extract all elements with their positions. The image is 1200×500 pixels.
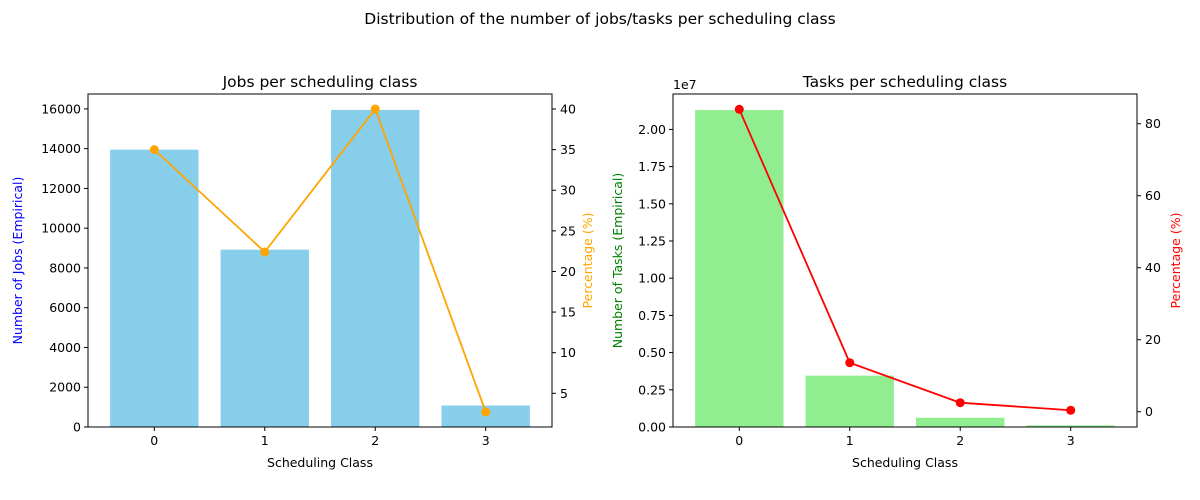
jobs-y-tick-label: 14000 <box>41 141 81 156</box>
tasks-y-tick-label: 2.00 <box>638 122 666 137</box>
jobs-percentage-point-0 <box>149 145 159 155</box>
jobs-x-axis-label: Scheduling Class <box>267 455 373 470</box>
jobs-bar-2 <box>331 109 420 427</box>
tasks-y-tick-label: 1.25 <box>638 234 666 249</box>
tasks-y-axis-label: Number of Tasks (Empirical) <box>610 173 625 349</box>
jobs-percentage-line <box>153 107 487 413</box>
jobs-x-tick-label: 3 <box>482 433 490 448</box>
tasks-y-tick-label: 0.75 <box>638 308 666 323</box>
jobs-y-tick-label: 10000 <box>41 221 81 236</box>
tasks-bar-1 <box>805 375 894 427</box>
tasks-y2-axis-label: Percentage (%) <box>1168 213 1183 309</box>
tasks-y-tick-label: 0.00 <box>638 420 666 435</box>
tasks-percentage-line <box>738 108 1071 412</box>
tasks-y2-tick-label: 60 <box>1145 188 1161 203</box>
tasks-y-tick-label: 0.50 <box>638 345 666 360</box>
jobs-x-tick-label: 0 <box>150 433 158 448</box>
jobs-y-axis-label: Number of Jobs (Empirical) <box>10 177 25 345</box>
jobs-y-tick-label: 6000 <box>49 300 81 315</box>
tasks-y-tick-label: 1.75 <box>638 159 666 174</box>
tasks-percentage-point-3 <box>1066 405 1076 415</box>
tasks-percentage-point-0 <box>734 104 744 114</box>
jobs-y2-tick-label: 35 <box>560 142 576 157</box>
tasks-y-tick-label: 1.00 <box>638 271 666 286</box>
jobs-axes-frame <box>87 93 553 428</box>
tasks-y2-tick-label: 20 <box>1145 332 1161 347</box>
jobs-y2-tick-label: 10 <box>560 345 576 360</box>
tasks-x-tick-label: 1 <box>846 433 854 448</box>
tasks-axes-frame <box>672 93 1138 428</box>
tasks-y2-tick-label: 80 <box>1145 116 1161 131</box>
tasks-chart-title: Tasks per scheduling class <box>802 73 1007 91</box>
jobs-x-tick-label: 2 <box>371 433 379 448</box>
jobs-y2-tick-label: 5 <box>560 386 568 401</box>
jobs-y-tick-label: 0 <box>73 420 81 435</box>
tasks-bar-2 <box>916 417 1005 427</box>
tasks-x-tick-label: 0 <box>735 433 743 448</box>
tasks-chart: Tasks per scheduling class 0 1 2 3 0.00 0.25 0.… <box>610 73 1183 470</box>
tasks-y-tick-label: 1.50 <box>638 196 666 211</box>
jobs-y-tick-label: 2000 <box>49 380 81 395</box>
jobs-y-tick-label: 4000 <box>49 340 81 355</box>
tasks-y2-tick-label: 0 <box>1145 404 1153 419</box>
figure-suptitle: Distribution of the number of jobs/tasks… <box>364 10 835 28</box>
tasks-y-tick-label: 0.25 <box>638 382 666 397</box>
tasks-y-offset-label: 1e7 <box>673 77 697 92</box>
jobs-x-tick-label: 1 <box>261 433 269 448</box>
jobs-y2-tick-label: 40 <box>560 102 576 117</box>
jobs-y2-axis-label: Percentage (%) <box>580 213 595 309</box>
jobs-percentage-point-3 <box>481 407 491 417</box>
jobs-bar-0 <box>110 149 199 428</box>
jobs-y-tick-label: 12000 <box>41 181 81 196</box>
jobs-bar-1 <box>220 249 309 427</box>
tasks-percentage-point-1 <box>845 358 855 368</box>
jobs-chart-title: Jobs per scheduling class <box>222 73 418 91</box>
jobs-y-tick-label: 16000 <box>41 101 81 116</box>
tasks-x-tick-label: 2 <box>956 433 964 448</box>
tasks-bar-0 <box>695 110 784 427</box>
tasks-y2-tick-label: 40 <box>1145 260 1161 275</box>
jobs-y2-tick-label: 20 <box>560 264 576 279</box>
tasks-x-tick-label: 3 <box>1067 433 1075 448</box>
jobs-y2-tick-label: 15 <box>560 305 576 320</box>
tasks-x-axis-label: Scheduling Class <box>852 455 958 470</box>
jobs-percentage-point-2 <box>370 104 380 114</box>
jobs-y2-tick-label: 25 <box>560 223 576 238</box>
jobs-percentage-point-1 <box>260 247 270 257</box>
tasks-percentage-point-2 <box>955 398 965 408</box>
tasks-bar-3 <box>1026 425 1115 427</box>
jobs-y-tick-label: 8000 <box>49 260 81 275</box>
jobs-y2-tick-label: 30 <box>560 183 576 198</box>
